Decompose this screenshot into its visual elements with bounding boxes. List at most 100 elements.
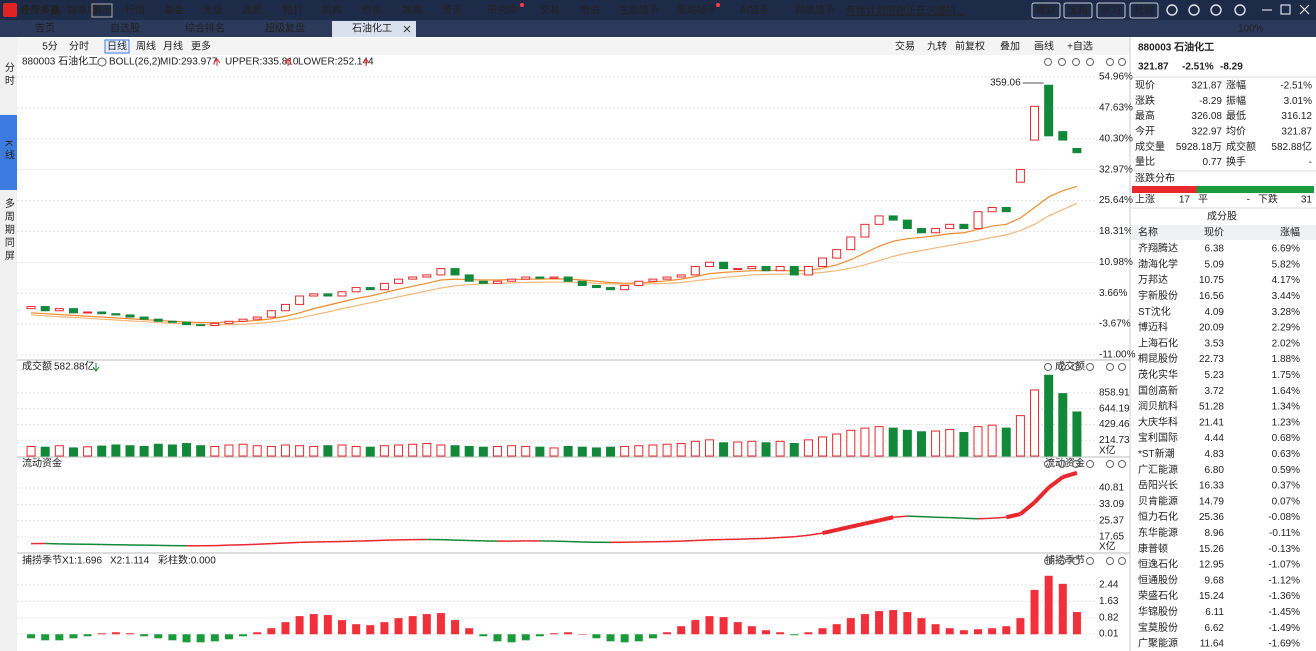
marquee[interactable]: 有缘计划陪跑正在火爆招... <box>846 4 964 17</box>
comp-name[interactable]: 齐翔腾达 <box>1138 242 1178 255</box>
comp-change[interactable]: -1.49% <box>1268 623 1300 634</box>
comp-price[interactable]: 11.64 <box>1200 639 1225 650</box>
menu-button-label[interactable]: 宝箱 <box>1068 4 1088 17</box>
comp-change[interactable]: -0.11% <box>1269 528 1300 539</box>
comp-price[interactable]: 4.44 <box>1205 433 1225 444</box>
comp-change[interactable]: -1.36% <box>1268 591 1300 602</box>
tool[interactable]: +自选 <box>1067 40 1093 53</box>
comp-name[interactable]: 万邦达 <box>1138 273 1168 286</box>
menu-button[interactable] <box>1096 2 1126 19</box>
comp-name[interactable]: 华锦股份 <box>1138 605 1178 618</box>
comp-name[interactable]: 茂化实华 <box>1138 368 1178 381</box>
panel-icon[interactable] <box>1086 557 1094 565</box>
close[interactable] <box>1299 4 1310 15</box>
menu-button[interactable] <box>1031 2 1061 19</box>
panel-icon[interactable] <box>1106 363 1114 371</box>
menu-item[interactable]: 选股 <box>242 4 262 17</box>
tool[interactable]: 交易 <box>895 40 915 53</box>
comp-price[interactable]: 6.38 <box>1205 244 1225 255</box>
menu-button[interactable] <box>1063 2 1093 19</box>
menu-item[interactable]: 数据 <box>402 4 422 17</box>
comp-price[interactable]: 6.80 <box>1205 465 1225 476</box>
comp-price[interactable]: 3.72 <box>1205 386 1225 397</box>
panel-icon[interactable] <box>1044 460 1052 468</box>
comp-change[interactable]: 0.68% <box>1272 433 1300 444</box>
comp-name[interactable]: 广聚能源 <box>1138 637 1178 650</box>
comp-change[interactable]: 1.23% <box>1272 417 1300 428</box>
comp-change[interactable]: 1.64% <box>1272 386 1300 397</box>
panel-icon[interactable] <box>1072 557 1080 565</box>
comp-price[interactable]: 16.56 <box>1199 291 1224 302</box>
side-tab[interactable]: 多周期同屏 <box>2 197 14 263</box>
panel-icon[interactable] <box>1106 58 1114 66</box>
comp-price[interactable]: 25.36 <box>1199 512 1224 523</box>
comp-change[interactable]: 3.44% <box>1272 291 1300 302</box>
comp-change[interactable]: 1.34% <box>1272 402 1300 413</box>
panel-icon[interactable] <box>1118 460 1126 468</box>
tab-close[interactable] <box>403 25 411 33</box>
comp-name[interactable]: 宇新股份 <box>1138 289 1178 302</box>
comp-change[interactable]: 4.17% <box>1272 275 1300 286</box>
toolbar-icon[interactable] <box>1210 4 1222 16</box>
comp-price[interactable]: 5.09 <box>1205 259 1225 270</box>
comp-change[interactable]: -0.08% <box>1268 512 1300 523</box>
comp-price[interactable]: 8.96 <box>1205 528 1225 539</box>
comp-name[interactable]: 岳阳兴长 <box>1138 480 1178 492</box>
period[interactable]: 月线 <box>163 40 183 53</box>
comp-price[interactable]: 3.53 <box>1205 338 1225 349</box>
menu-item[interactable]: 短打 <box>283 4 303 17</box>
comp-price[interactable]: 10.75 <box>1199 275 1224 286</box>
menu-item[interactable]: 交易 <box>540 4 560 17</box>
comp-price[interactable]: 22.73 <box>1199 354 1224 365</box>
comp-price[interactable]: 15.26 <box>1199 544 1224 555</box>
comp-name[interactable]: 宝莫股份 <box>1138 621 1178 634</box>
comp-price[interactable]: 4.83 <box>1205 449 1225 460</box>
comp-price[interactable]: 6.62 <box>1205 623 1225 634</box>
tool[interactable]: 九转 <box>927 40 947 53</box>
comp-change[interactable]: 2.29% <box>1272 323 1300 334</box>
period[interactable]: 更多 <box>191 40 211 53</box>
side-tab[interactable]: 分时 <box>2 62 14 88</box>
comp-price[interactable]: 5.23 <box>1205 370 1225 381</box>
comp-price[interactable]: 4.09 <box>1205 307 1225 318</box>
comp-name[interactable]: 恒通股份 <box>1138 573 1178 586</box>
menu-item[interactable]: 主题猎手 <box>619 4 659 17</box>
comp-name[interactable]: 渤海化学 <box>1138 257 1178 270</box>
tab[interactable]: 超级复盘 <box>265 22 305 35</box>
comp-name[interactable]: 恒逸石化 <box>1138 558 1178 571</box>
panel-icon[interactable] <box>1058 460 1066 468</box>
menu-item[interactable]: 策略猎手 <box>677 4 717 17</box>
comp-change[interactable]: 0.37% <box>1272 481 1300 492</box>
comp-change[interactable]: 0.07% <box>1272 496 1300 507</box>
comp-price[interactable]: 21.41 <box>1199 417 1224 428</box>
comp-change[interactable]: 1.88% <box>1272 354 1300 365</box>
comp-change[interactable]: 2.02% <box>1272 338 1300 349</box>
comp-change[interactable]: -1.12% <box>1268 575 1300 586</box>
comp-change[interactable]: 0.59% <box>1272 465 1300 476</box>
comp-name[interactable]: 东华能源 <box>1138 526 1178 539</box>
menu-button-label[interactable]: 学习 <box>1101 4 1121 17</box>
comp-price[interactable]: 14.79 <box>1199 496 1224 507</box>
side-tab-active[interactable] <box>0 115 17 190</box>
menu-item[interactable]: 大盘 <box>203 4 223 17</box>
comp-name[interactable]: 康普顿 <box>1138 542 1168 555</box>
comp-name[interactable]: 宝利国际 <box>1138 431 1178 444</box>
panel-icon[interactable] <box>1086 363 1094 371</box>
comp-name[interactable]: 贝肯能源 <box>1138 494 1178 507</box>
side-tab[interactable]: K线 <box>2 140 14 163</box>
tab[interactable]: 首页 <box>35 22 55 35</box>
comp-name[interactable]: ST沈化 <box>1138 305 1171 318</box>
comp-change[interactable]: -1.07% <box>1268 560 1300 571</box>
comp-change[interactable]: 3.28% <box>1272 307 1300 318</box>
panel-icon[interactable] <box>1072 363 1080 371</box>
comp-name[interactable]: 荣盛石化 <box>1138 589 1178 602</box>
period[interactable]: 分时 <box>69 41 89 53</box>
comp-name[interactable]: 恒力石化 <box>1138 510 1178 523</box>
comp-name[interactable]: 上海石化 <box>1138 336 1178 349</box>
tab[interactable]: 自选股 <box>110 22 140 35</box>
tab[interactable]: 综合排名 <box>185 22 225 35</box>
panel-icon[interactable] <box>1044 58 1052 66</box>
panel-icon[interactable] <box>1072 58 1080 66</box>
comp-name[interactable]: 桐昆股份 <box>1138 352 1178 365</box>
menu-item[interactable]: 研究院 <box>487 4 517 17</box>
